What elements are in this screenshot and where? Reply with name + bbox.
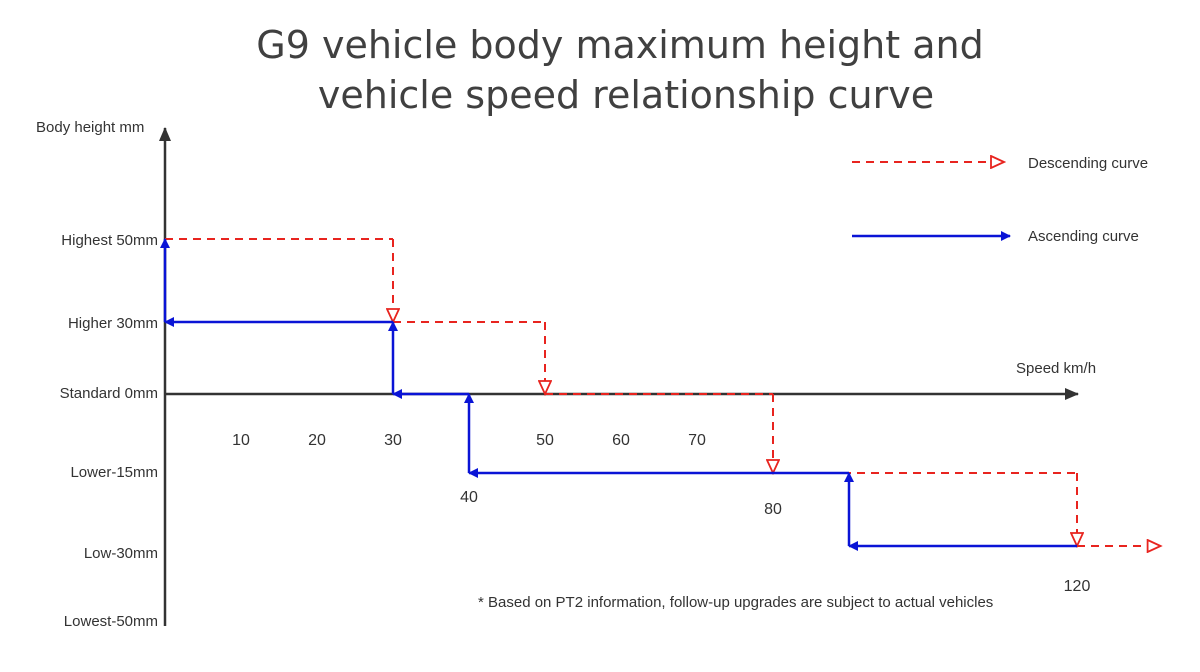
legend: Descending curve Ascending curve (852, 155, 1148, 245)
y-level-label-standard: Standard 0mm (60, 385, 158, 402)
y-axis-label: Body height mm (36, 119, 144, 136)
y-level-label-lowest: Lowest-50mm (64, 613, 158, 630)
x-tick-80: 80 (764, 501, 782, 518)
x-tick-70: 70 (688, 432, 706, 449)
legend-ascending-label: Ascending curve (1028, 228, 1139, 245)
x-tick-120: 120 (1064, 578, 1091, 595)
y-level-label-lower: Lower-15mm (70, 464, 158, 481)
x-tick-60: 60 (612, 432, 630, 449)
ascending-curve (160, 238, 1077, 551)
x-tick-50: 50 (536, 432, 554, 449)
x-axis-label: Speed km/h (1016, 360, 1096, 377)
y-level-label-highest: Highest 50mm (61, 232, 158, 249)
footnote: * Based on PT2 information, follow-up up… (478, 594, 993, 611)
x-tick-40: 40 (460, 489, 478, 506)
title-line-1: G9 vehicle body maximum height and (256, 23, 983, 67)
y-level-labels: Highest 50mm Higher 30mm Standard 0mm Lower… (60, 232, 158, 630)
x-tick-30: 30 (384, 432, 402, 449)
descending-curve (165, 238, 1161, 546)
x-tick-10: 10 (232, 432, 250, 449)
x-tick-labels: 10 20 30 50 60 70 40 80 120 (232, 432, 1090, 595)
y-level-label-low: Low-30mm (84, 545, 158, 562)
legend-descending-label: Descending curve (1028, 155, 1148, 172)
x-tick-20: 20 (308, 432, 326, 449)
title-line-2: vehicle speed relationship curve (318, 73, 934, 117)
y-level-label-higher: Higher 30mm (68, 315, 158, 332)
